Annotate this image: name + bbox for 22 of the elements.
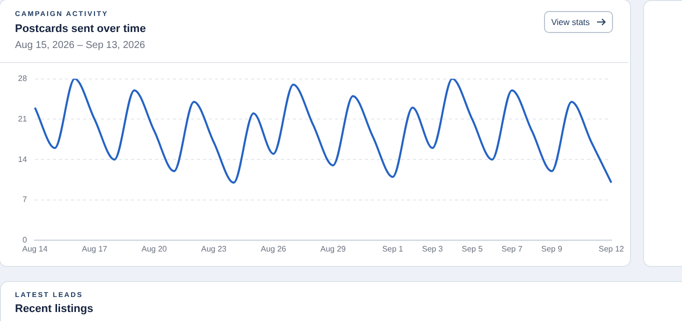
x-tick-label: Aug 23 (201, 244, 228, 254)
chart-title: Postcards sent over time (15, 23, 146, 35)
x-tick-label: Aug 20 (141, 244, 168, 254)
y-tick-label: 28 (18, 74, 28, 84)
x-tick-label: Sep 5 (462, 244, 484, 254)
x-tick-label: Sep 9 (541, 244, 563, 254)
text: Recent listings (15, 303, 94, 315)
y-tick-label: 0 (22, 236, 28, 245)
x-tick-label: Sep 7 (501, 244, 523, 254)
x-tick-label: Aug 17 (82, 244, 108, 254)
x-tick-label: Sep 12 (598, 244, 625, 254)
x-tick-label: Sep 3 (422, 244, 444, 254)
y-tick-label: 21 (18, 114, 28, 124)
chart-subtitle: Aug 15, 2026 – Sep 13, 2026 (15, 40, 146, 51)
x-tick-label: Aug 29 (320, 244, 346, 254)
y-tick-label: 7 (22, 195, 28, 204)
x-tick-label: Sep 1 (382, 244, 404, 254)
y-tick-label: 14 (18, 154, 28, 164)
x-tick-label: Aug 26 (260, 244, 287, 254)
x-tick-label: Aug 14 (22, 244, 48, 254)
line-series (34, 78, 612, 184)
text: View stats (551, 17, 590, 27)
